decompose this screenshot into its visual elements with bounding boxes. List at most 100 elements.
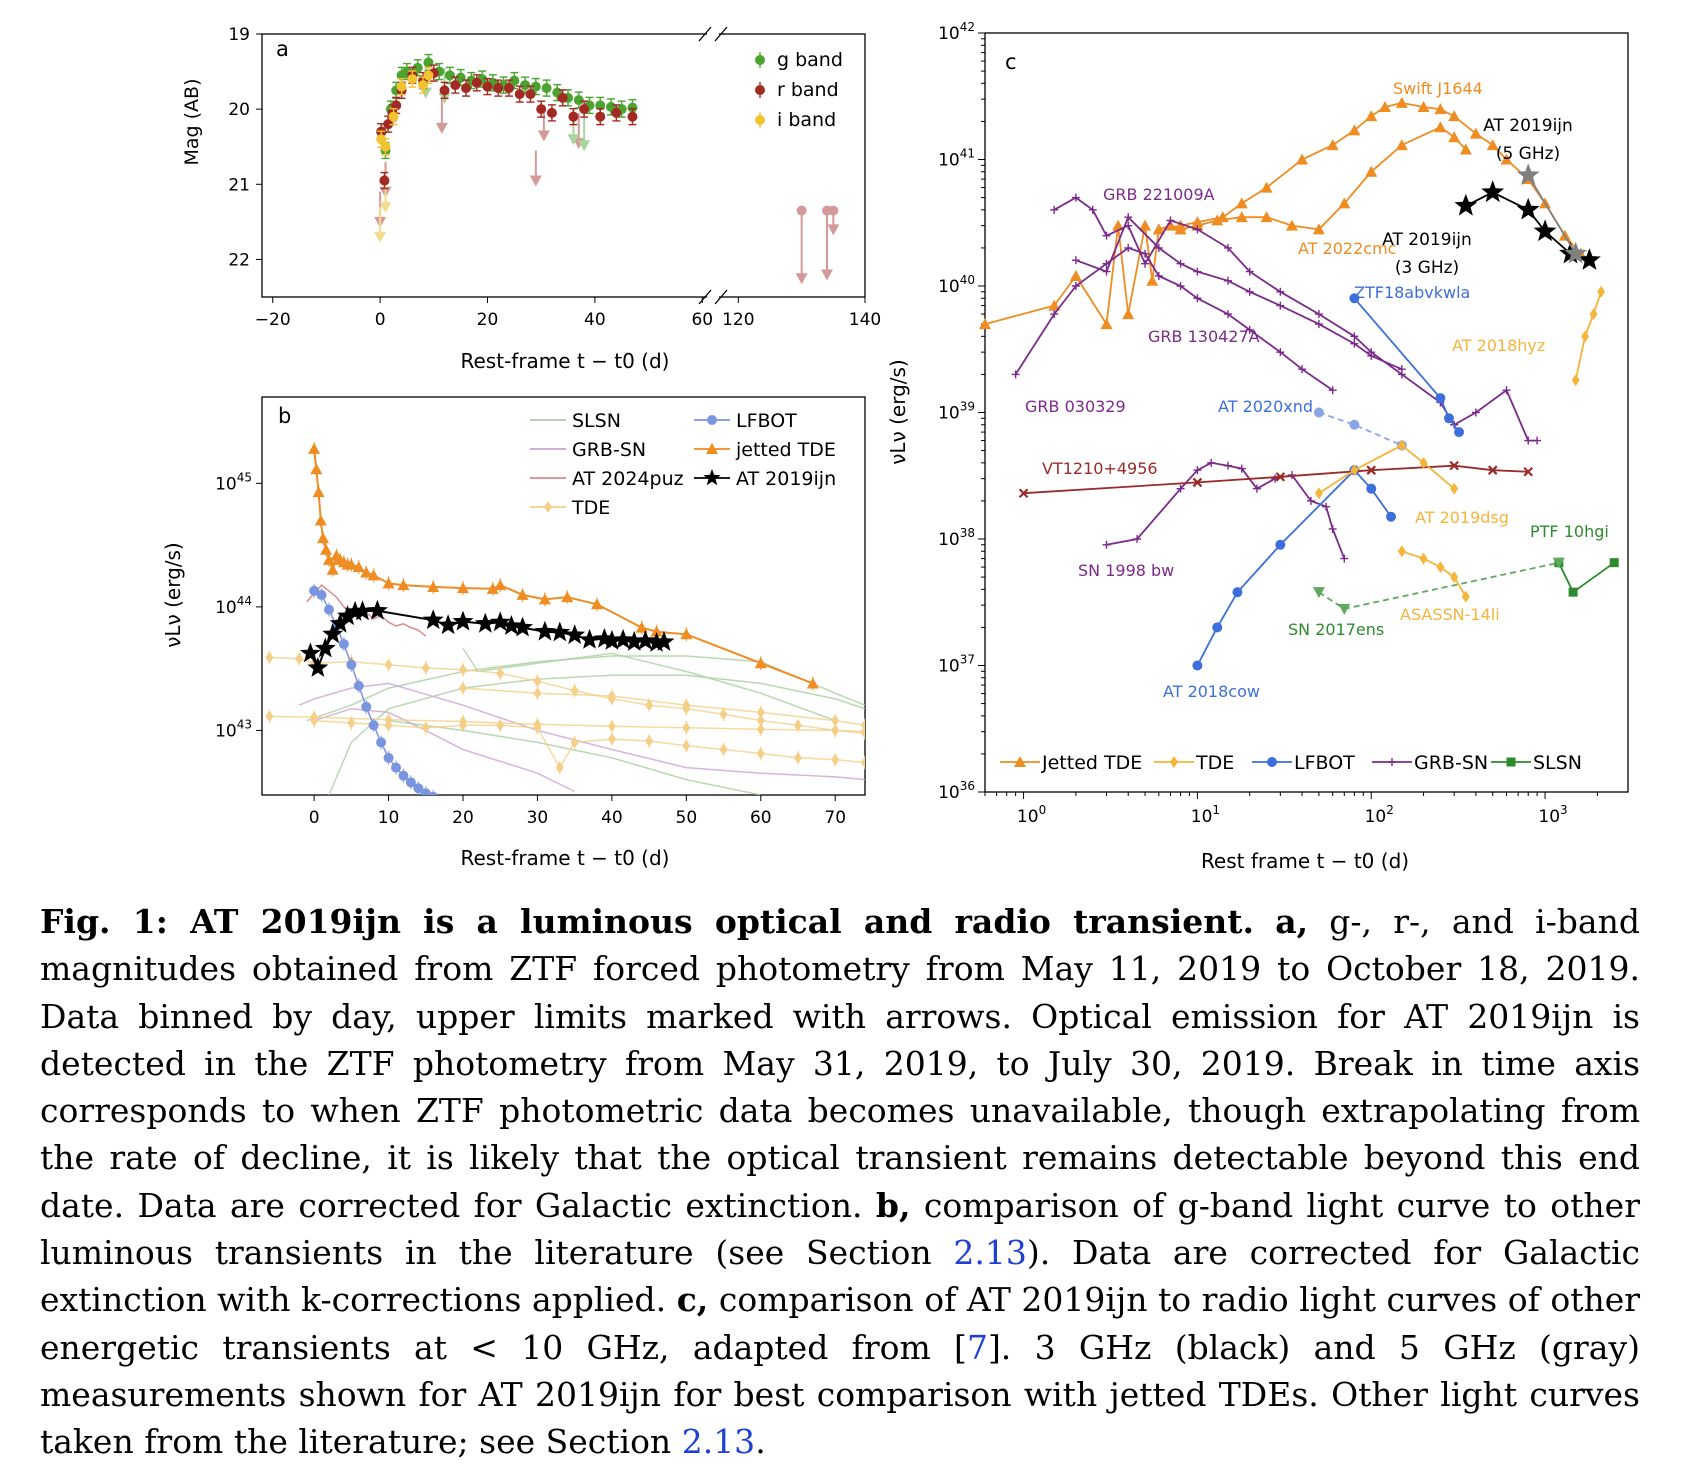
legend-entry: TDE xyxy=(1195,752,1234,774)
data-point-SN-1998-bw xyxy=(1340,554,1349,563)
data-point-AT-2022cmc xyxy=(1152,223,1165,235)
radio-curve-AT-2020xnd xyxy=(1318,411,1403,447)
data-point-SN-1998-bw xyxy=(1176,484,1185,493)
data-point-r-band xyxy=(595,111,606,122)
data-point-r-band xyxy=(514,89,525,100)
data-point-AT-2022cmc xyxy=(1285,219,1298,231)
data-point-TDE xyxy=(310,714,319,727)
series-annotation: VT1210+4956 xyxy=(1042,459,1158,478)
data-point-Swift-J1644 xyxy=(1417,101,1430,113)
data-point-VT1210+4956 xyxy=(1366,465,1377,475)
section-link[interactable]: 2.13 xyxy=(953,1233,1027,1273)
data-point-AT-2019ijn xyxy=(307,657,329,677)
data-point-AT-2019ijn xyxy=(474,612,496,633)
x-tick-label: 60 xyxy=(691,310,713,330)
upper-limit-arrow xyxy=(827,224,840,236)
x-tick-label: 102 xyxy=(1365,803,1394,827)
data-point-ZTF18abvkwla xyxy=(1454,427,1465,438)
data-point-AT-2018hyz xyxy=(1581,330,1590,343)
data-point-AT-2022cmc xyxy=(1139,219,1152,231)
x-axis-label: Rest-frame t − t0 (d) xyxy=(461,846,670,870)
data-point-GRB-130427A xyxy=(1193,267,1202,276)
data-point-AT-2019ijn xyxy=(549,621,571,642)
data-point-AT-2022cmc xyxy=(1395,139,1408,151)
data-point-Swift-J1644 xyxy=(1260,181,1273,193)
data-point-AT-2019ijn-3-GHz xyxy=(1481,180,1505,203)
data-point-jetted-TDE xyxy=(538,593,551,605)
light-curve-AT-2024puz xyxy=(306,584,427,637)
data-point-Swift-J1644 xyxy=(1348,124,1361,136)
data-point-i-band xyxy=(423,70,434,81)
data-point-Swift-J1644 xyxy=(1296,153,1309,165)
data-point-GRB-030329 xyxy=(1071,282,1080,290)
y-tick-label: 21 xyxy=(228,175,250,195)
data-point-AT-2019ijn xyxy=(344,600,366,621)
reference-link[interactable]: 7 xyxy=(966,1327,988,1367)
data-point-g-band xyxy=(423,57,434,68)
data-point-ASASSN-14li xyxy=(1450,571,1459,584)
data-point-GRB-130427A xyxy=(1176,259,1185,268)
data-point-AT-2022cmc xyxy=(1174,223,1187,235)
panel-c: 100 101 102 103 1042 1041 1040 1039 1038 1037 1036… xyxy=(886,20,1629,873)
axis-break-mark xyxy=(698,26,728,42)
data-point-TDE xyxy=(533,687,542,700)
data-point-AT-2019ijn xyxy=(452,610,474,631)
data-point-GRB-221009A xyxy=(1071,193,1080,202)
data-point-GRB-221009A xyxy=(1050,205,1059,214)
data-point-TDE xyxy=(570,684,579,697)
data-point-r-band xyxy=(391,100,402,111)
upper-limit-arrow xyxy=(529,175,542,187)
panel-a-frame xyxy=(261,33,866,298)
data-point-GRB-130427A xyxy=(1071,256,1080,265)
series-annotation: AT 2018hyz xyxy=(1452,336,1545,355)
data-point-SN-1998-bw xyxy=(1224,461,1233,470)
data-point-AT-2019ijn xyxy=(564,624,586,645)
y-tick-label: 1045 xyxy=(215,470,252,494)
data-point-jetted-TDE xyxy=(486,582,499,594)
data-point-TDE xyxy=(347,716,356,729)
data-point-LFBOT xyxy=(405,777,416,788)
series-annotation: SN 2017ens xyxy=(1288,620,1384,639)
data-point-AT-2018cow xyxy=(1366,483,1377,494)
data-point-g-band xyxy=(595,100,606,111)
data-point-AT-2019ijn xyxy=(512,616,533,637)
data-point-TDE xyxy=(496,719,505,732)
data-point-TDE xyxy=(496,667,505,680)
legend-entry: Jetted TDE xyxy=(1041,752,1142,774)
data-point-GRB-030329 xyxy=(1102,259,1111,268)
data-point-Swift-J1644 xyxy=(1434,103,1447,115)
data-point-TDE xyxy=(555,761,564,774)
data-point-jetted-TDE xyxy=(312,486,325,498)
data-point-AT-2019ijn xyxy=(322,623,344,644)
data-point-SN-1998-bw xyxy=(1133,535,1142,543)
data-point-AT-2022cmc xyxy=(1069,269,1082,281)
series-annotation: SN 1998 bw xyxy=(1078,561,1174,580)
data-point-r-band xyxy=(379,175,390,186)
data-point-g-band xyxy=(520,80,531,91)
data-point-i-band xyxy=(388,111,399,122)
data-point-jetted-TDE xyxy=(516,588,529,600)
data-point-ASASSN-14li xyxy=(1461,590,1470,603)
legend-entry: AT 2019ijn xyxy=(736,468,836,490)
data-point-AT-2019ijn-3-GHz xyxy=(1533,219,1557,242)
data-point-VT1210+4956 xyxy=(1275,472,1286,482)
data-point-Swift-J1644 xyxy=(1326,139,1339,151)
data-point-LFBOT xyxy=(376,737,387,748)
upper-limit-arrow xyxy=(379,201,392,213)
data-point-AT-2019ijn xyxy=(314,637,336,658)
data-point-GRB-130427A xyxy=(1245,287,1254,296)
data-point-g-band xyxy=(627,102,638,113)
legend-marker xyxy=(1506,757,1516,767)
caption-b-text2: ). Data are corrected for Galactic extin… xyxy=(40,1233,1640,1320)
data-point-GRB-030329 xyxy=(1328,386,1337,395)
y-tick-label: 19 xyxy=(228,25,250,45)
data-point-jetted-TDE xyxy=(367,569,380,581)
data-point-AT-2019dsg xyxy=(1350,464,1359,477)
section-link-2[interactable]: 2.13 xyxy=(681,1422,756,1462)
data-point-AT-2022cmc xyxy=(1235,211,1248,223)
data-point-ZTF18abvkwla xyxy=(1349,293,1360,304)
data-point-TDE xyxy=(645,699,654,712)
data-point-AT-2019ijn xyxy=(299,642,321,663)
data-point-GRB-130427A xyxy=(1154,243,1163,252)
radio-curve-GRB-030329 xyxy=(1014,246,1334,391)
